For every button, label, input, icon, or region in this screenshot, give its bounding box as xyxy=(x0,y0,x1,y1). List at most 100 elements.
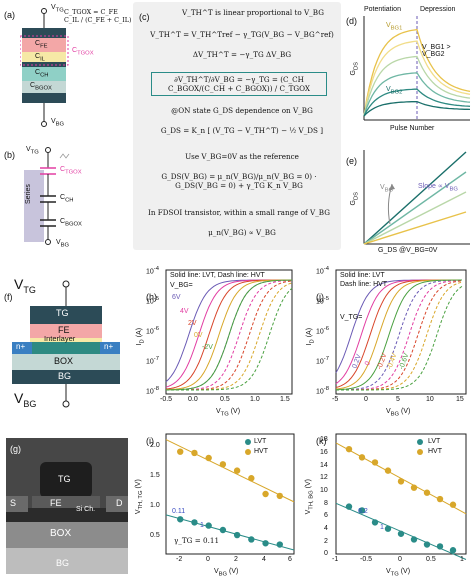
panel-k-ytick-3: 6 xyxy=(324,512,328,519)
panel-label-c: (c) xyxy=(139,12,150,22)
panel-e-xlabel: G_DS @V_BG=0V xyxy=(378,247,438,254)
panel-k-ytick-0: 0 xyxy=(324,550,328,557)
panel-g-fe: FE xyxy=(50,498,62,508)
panel-k-point-lvt xyxy=(345,503,353,510)
panel-i-xtick-3: 4 xyxy=(262,556,266,563)
panel-k-ytick-5: 10 xyxy=(320,487,328,494)
panel-label-b: (b) xyxy=(4,150,15,160)
panel-i: LVT HVT 0.11 1 γ_TG = 0.11 VBG (V) VTH, … xyxy=(130,426,300,578)
panel-i-legend-marker-hvt xyxy=(245,449,251,455)
panel-j-xtick-1: 0 xyxy=(364,396,368,403)
panel-d-curve-3 xyxy=(363,72,471,117)
panel-c-box: (c) V_TH^T is linear proportional to V_B… xyxy=(133,2,341,250)
panel-h: Solid line: LVT, Dash line: HVT V_BG= 6V… xyxy=(130,262,300,422)
panel-d-curve-4 xyxy=(363,88,471,117)
panel-k-xtick-4: 1 xyxy=(460,556,464,563)
panel-k-point-lvt xyxy=(423,541,431,548)
panel-j-curve-4-lvt xyxy=(335,279,462,391)
panel-k-point-lvt xyxy=(371,519,379,526)
panel-a-layer-ch: CCH xyxy=(35,69,49,79)
panel-h-ytick-3: 10-7 xyxy=(146,356,159,366)
panel-k-point-lvt xyxy=(384,525,392,532)
panel-k-ytick-8: 16 xyxy=(320,449,328,456)
panel-e-slope: Slope ∝ VBG xyxy=(418,183,458,193)
panel-i-point-lvt xyxy=(205,522,212,529)
panel-g-box: BOX xyxy=(50,528,72,539)
panel-i-point-lvt xyxy=(233,531,241,539)
panel-label-k: (k) xyxy=(316,436,327,446)
panel-k-point-hvt xyxy=(410,484,418,491)
panel-i-xtick-0: -2 xyxy=(176,556,183,563)
panel-h-curve-6v: 6V xyxy=(172,294,181,301)
panel-i-slope-value: 0.11 xyxy=(172,508,186,515)
panel-i-legend-marker-lvt xyxy=(245,439,251,445)
panel-label-d: (d) xyxy=(346,16,357,26)
panel-h-ytick-1: 10-5 xyxy=(146,296,159,306)
panel-k-ytick-7: 14 xyxy=(320,462,328,469)
panel-i-point-lvt xyxy=(191,519,198,526)
panel-h-ylabel: ID (A) xyxy=(136,327,146,346)
panel-label-j: (j) xyxy=(316,292,324,302)
panel-k-point-lvt xyxy=(436,543,444,550)
panel-j-ytick-1: 10-5 xyxy=(316,296,329,306)
panel-c-line4: In FDSOI transistor, within a small rang… xyxy=(148,208,330,217)
panel-i-fit-hvt xyxy=(165,439,295,503)
panel-k-point-lvt xyxy=(410,536,418,543)
panel-k-ytick-1: 2 xyxy=(324,538,328,545)
panel-j-curve-0-hvt xyxy=(336,279,462,391)
panel-k-ytick-4: 8 xyxy=(324,500,328,507)
panel-j-curve-4-hvt xyxy=(336,285,463,391)
panel-label-a: (a) xyxy=(4,10,15,20)
panel-k-xtick-1: -0.5 xyxy=(360,556,373,563)
panel-i-fit-lvt xyxy=(165,514,295,551)
panel-g-s: S xyxy=(10,498,17,508)
panel-f-bg: BG xyxy=(58,371,72,381)
panel-j-note1: Solid line: LVT xyxy=(340,272,385,279)
panel-h-curve-0-lvt xyxy=(165,279,292,383)
panel-j-ylabel: ID (A) xyxy=(306,327,316,346)
panel-label-h: (h) xyxy=(146,292,157,302)
panel-i-plot xyxy=(165,433,295,555)
panel-h-note: Solid line: LVT, Dash line: HVT xyxy=(170,272,265,279)
panel-i-xlabel: VBG (V) xyxy=(214,568,239,578)
panel-i-point-hvt xyxy=(205,454,212,462)
panel-j-ytick-4: 10-8 xyxy=(316,386,329,396)
panel-k-slope-one: 1 xyxy=(380,524,384,531)
panel-d-curve-5 xyxy=(363,100,471,117)
panel-j-plot xyxy=(335,269,467,395)
panel-i-xtick-4: 6 xyxy=(288,556,292,563)
panel-label-f: (f) xyxy=(4,292,13,302)
panel-g: TG FE Si Ch. S D BOX BG xyxy=(6,438,128,574)
panel-j-xtick-2: 5 xyxy=(396,396,400,403)
panel-i-point-hvt xyxy=(276,492,283,500)
panel-a-layer-fe: CFE xyxy=(35,40,48,50)
panel-k-point-lvt xyxy=(449,547,457,554)
panel-j-xtick-0: -5 xyxy=(332,396,339,403)
panel-i-point-hvt xyxy=(191,449,198,457)
panel-i-xtick-1: 0 xyxy=(206,556,210,563)
panel-c-eq1: V_TH^T = V_TH^Tref − γ_TG(V_BG − V_BG^re… xyxy=(150,30,334,39)
panel-k-legend-lvt: LVT xyxy=(428,438,441,445)
panel-f-box: BOX xyxy=(54,356,74,366)
panel-i-point-hvt xyxy=(219,461,227,468)
panel-k-ylabel: VTH, BG (V) xyxy=(305,479,315,515)
panel-k-point-lvt xyxy=(397,530,405,537)
panel-h-xtick-1: 0.0 xyxy=(188,396,198,403)
panel-g-tg: TG xyxy=(58,474,71,484)
panel-c-eq5: G_DS(V_BG) = μ_n(V_BG)/μ_n(V_BG = 0) · G… xyxy=(161,172,317,190)
panel-h-curve-m2v: -2V xyxy=(202,344,213,351)
panel-k-legend-marker-lvt xyxy=(417,439,423,445)
panel-a: VTG VBG CFE CIL CCH CBGOX CTGOX C_TGOX =… xyxy=(19,2,132,132)
panel-f: VTG TG FE Interlayer n+ n+ BOX BG VBG xyxy=(8,276,124,414)
panel-j-xlabel: VBG (V) xyxy=(386,408,411,418)
panel-e-plot xyxy=(363,150,470,245)
panel-k-xlabel: VTG (V) xyxy=(386,568,411,578)
panel-f-nplus-right: n+ xyxy=(104,342,114,351)
panel-a-diagram xyxy=(19,8,69,127)
panel-h-xtick-2: 0.5 xyxy=(220,396,230,403)
panel-b-vbg: VBG xyxy=(56,239,70,249)
panel-i-legend-hvt: HVT xyxy=(254,448,268,455)
panel-a-layer-il: CIL xyxy=(35,53,45,63)
panel-k-slope-value: 6.2 xyxy=(358,508,368,515)
panel-d-potentiation: Potentiation xyxy=(364,6,401,13)
